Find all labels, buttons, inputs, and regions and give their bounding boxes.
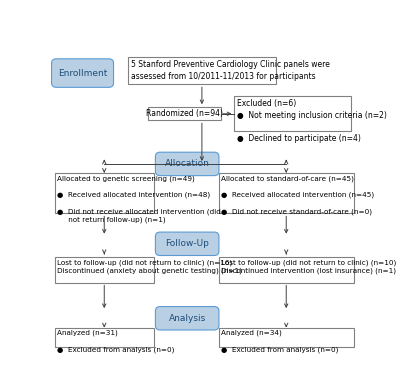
FancyBboxPatch shape: [55, 257, 154, 282]
Text: Lost to follow-up (did not return to clinic) (n=16)
Discontinued (anxiety about : Lost to follow-up (did not return to cli…: [57, 259, 242, 275]
Text: Allocated to genetic screening (n=49)

●  Received allocated intervention (n=48): Allocated to genetic screening (n=49) ● …: [57, 176, 221, 223]
FancyBboxPatch shape: [219, 257, 354, 282]
Text: Randomized (n=94): Randomized (n=94): [146, 109, 222, 118]
Text: Allocated to standard-of-care (n=45)

●  Received allocated intervention (n=45)
: Allocated to standard-of-care (n=45) ● R…: [222, 176, 374, 215]
Text: Analyzed (n=31)

●  Excluded from analysis (n=0): Analyzed (n=31) ● Excluded from analysis…: [57, 330, 174, 353]
FancyBboxPatch shape: [52, 59, 114, 87]
FancyBboxPatch shape: [148, 107, 220, 121]
FancyBboxPatch shape: [219, 173, 354, 213]
Text: Analysis: Analysis: [168, 314, 206, 323]
FancyBboxPatch shape: [155, 152, 219, 176]
Text: Allocation: Allocation: [165, 160, 210, 168]
FancyBboxPatch shape: [128, 57, 276, 84]
Text: Analyzed (n=34)

●  Excluded from analysis (n=0): Analyzed (n=34) ● Excluded from analysis…: [222, 330, 339, 353]
FancyBboxPatch shape: [55, 173, 154, 213]
FancyBboxPatch shape: [55, 328, 154, 347]
FancyBboxPatch shape: [155, 232, 219, 255]
Text: Excluded (n=6)
●  Not meeting inclusion criteria (n=2)

●  Declined to participa: Excluded (n=6) ● Not meeting inclusion c…: [237, 99, 387, 143]
Text: Follow-Up: Follow-Up: [165, 239, 209, 248]
Text: Enrollment: Enrollment: [58, 69, 107, 78]
Text: 5 Stanford Preventive Cardiology Clinic panels were
assessed from 10/2011-11/201: 5 Stanford Preventive Cardiology Clinic …: [131, 60, 330, 81]
Text: Lost to follow-up (did not return to clinic) (n=10)
Discontinued intervention (l: Lost to follow-up (did not return to cli…: [222, 259, 397, 275]
FancyBboxPatch shape: [234, 96, 351, 131]
FancyBboxPatch shape: [219, 328, 354, 347]
FancyBboxPatch shape: [155, 307, 219, 330]
